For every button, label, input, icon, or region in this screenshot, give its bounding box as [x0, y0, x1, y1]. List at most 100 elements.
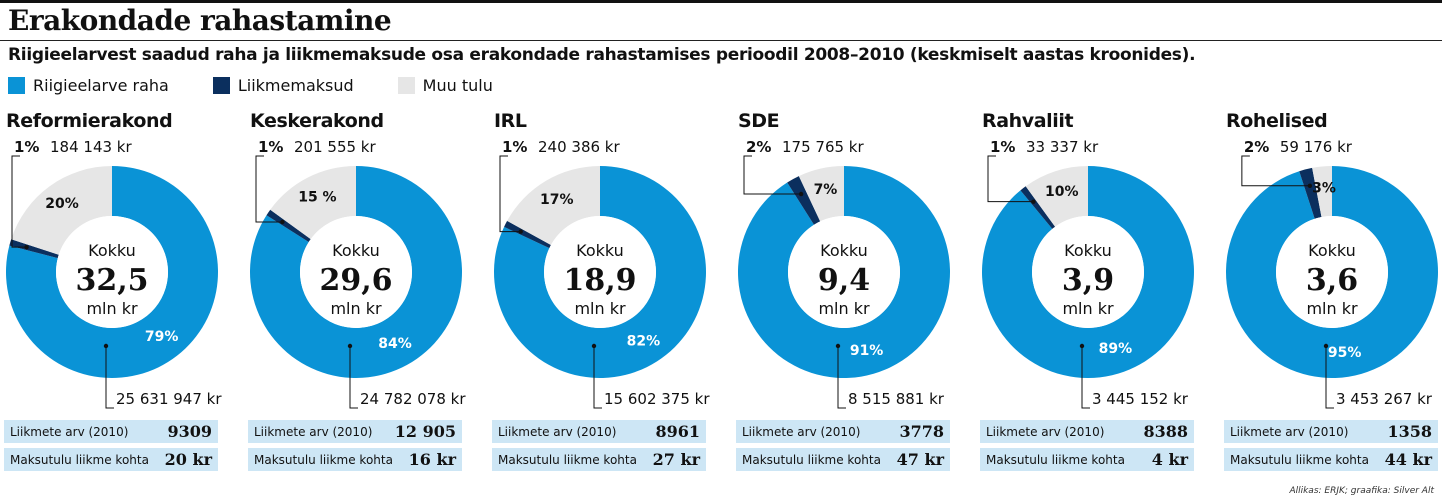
center-unit-label: mln kr [330, 299, 382, 318]
other-pct-label: 10% [1045, 184, 1079, 200]
members-pct-label: 1% [258, 138, 283, 156]
slice-state [738, 166, 950, 378]
other-pct-label: 17% [540, 192, 574, 208]
state-leader-dot [347, 343, 353, 349]
state-amount-label: 8 515 881 kr [848, 390, 945, 408]
members-amount-label: 201 555 kr [294, 138, 376, 156]
stat-row-member-count: Liikmete arv (2010) 1358 [1224, 420, 1438, 443]
legend-item-other: Muu tulu [397, 76, 493, 95]
state-pct-label: 79% [145, 329, 179, 345]
chart-title: Erakondade rahastamine [8, 4, 392, 37]
members-amount-label: 33 337 kr [1026, 138, 1099, 156]
stat-label-member-count: Liikmete arv (2010) [10, 424, 129, 439]
party-panel: SDE Kokku 9,4 mln kr 91% 7% 2% 175 765 kr 8 515 … [736, 108, 972, 478]
legend: Riigieelarve raha Liikmemaksud Muu tulu [8, 76, 537, 95]
members-leader-line [743, 155, 802, 195]
state-leader-line [349, 346, 358, 409]
party-panel: Rohelised Kokku 3,6 mln kr 95% 3% 2% 59 176 kr 3… [1224, 108, 1442, 478]
party-name: Keskerakond [250, 110, 384, 132]
legend-swatch-state [8, 77, 25, 94]
stat-label-member-count: Liikmete arv (2010) [986, 424, 1105, 439]
stats-table: Liikmete arv (2010) 8388 Maksutulu liikme … [980, 420, 1194, 476]
state-amount-label: 24 782 078 kr [360, 390, 466, 408]
members-leader-line [255, 155, 283, 223]
slice-state [494, 166, 706, 378]
stat-value-member-count: 8961 [655, 422, 700, 441]
center-total-value: 32,5 [75, 263, 148, 298]
members-leader-line [987, 155, 1034, 203]
members-leader-line [11, 155, 27, 248]
center-total-value: 9,4 [818, 263, 870, 298]
state-amount-label: 15 602 375 kr [604, 390, 710, 408]
center-kokku-label: Kokku [1308, 241, 1356, 260]
stat-row-member-count: Liikmete arv (2010) 8961 [492, 420, 706, 443]
stat-row-fee-per-member: Maksutulu liikme kohta 16 kr [248, 448, 462, 471]
title-rule [0, 40, 1442, 41]
stat-label-fee-per-member: Maksutulu liikme kohta [254, 452, 393, 467]
members-pct-label: 1% [990, 138, 1015, 156]
slice-other [1025, 166, 1088, 227]
slice-members [1020, 186, 1056, 229]
slice-state [6, 166, 219, 378]
top-rule [0, 0, 1442, 3]
stat-row-member-count: Liikmete arv (2010) 12 905 [248, 420, 462, 443]
center-kokku-label: Kokku [820, 241, 868, 260]
stat-value-fee-per-member: 27 kr [652, 450, 700, 469]
chart-subtitle: Riigieelarvest saadud raha ja liikmemaks… [8, 45, 1196, 65]
stats-table: Liikmete arv (2010) 9309 Maksutulu liikme … [4, 420, 218, 476]
slice-members [9, 239, 59, 259]
other-pct-label: 7% [814, 182, 838, 198]
stat-row-member-count: Liikmete arv (2010) 9309 [4, 420, 218, 443]
other-pct-label: 20% [45, 196, 79, 212]
state-leader-line [593, 346, 602, 409]
stat-value-member-count: 8388 [1143, 422, 1188, 441]
members-leader-dot [1031, 199, 1036, 204]
slice-other [11, 166, 112, 255]
stats-table: Liikmete arv (2010) 12 905 Maksutulu liikm… [248, 420, 462, 476]
party-panel: Rahvaliit Kokku 3,9 mln kr 89% 10% 1% 33 337 kr… [980, 108, 1216, 478]
center-unit-label: mln kr [86, 299, 138, 318]
stat-value-member-count: 9309 [167, 422, 212, 441]
legend-swatch-members [212, 77, 230, 94]
other-pct-label: 3% [1312, 180, 1336, 196]
members-amount-label: 184 143 kr [50, 138, 132, 156]
donut-hole [788, 216, 900, 328]
stat-row-fee-per-member: Maksutulu liikme kohta 47 kr [736, 448, 950, 471]
party-panel: Reformierakond Kokku 32,5 mln kr 79% 20% 1% 184… [4, 108, 240, 478]
slice-other [270, 166, 356, 240]
members-leader-line [1241, 155, 1310, 187]
donut-hole [544, 216, 656, 328]
center-total-value: 3,6 [1306, 263, 1358, 298]
slice-members [266, 209, 311, 242]
stat-label-fee-per-member: Maksutulu liikme kohta [742, 452, 881, 467]
center-unit-label: mln kr [1306, 299, 1358, 318]
donut-hole [300, 216, 412, 328]
stat-value-fee-per-member: 20 kr [164, 450, 212, 469]
members-leader-dot [518, 229, 523, 234]
state-pct-label: 95% [1328, 345, 1362, 361]
stat-row-fee-per-member: Maksutulu liikme kohta 44 kr [1224, 448, 1438, 471]
legend-label-state: Riigieelarve raha [33, 76, 169, 95]
stat-label-member-count: Liikmete arv (2010) [254, 424, 373, 439]
legend-item-members: Liikmemaksud [212, 76, 354, 95]
party-name: Rohelised [1226, 110, 1328, 132]
center-total-value: 3,9 [1062, 263, 1114, 298]
stat-label-fee-per-member: Maksutulu liikme kohta [10, 452, 149, 467]
stat-value-member-count: 1358 [1387, 422, 1432, 441]
center-kokku-label: Kokku [1064, 241, 1112, 260]
slice-other [507, 166, 600, 246]
stats-table: Liikmete arv (2010) 1358 Maksutulu liikme … [1224, 420, 1438, 476]
center-unit-label: mln kr [818, 299, 870, 318]
slice-members [1299, 167, 1322, 219]
members-leader-dot [798, 191, 804, 197]
stat-value-fee-per-member: 47 kr [896, 450, 944, 469]
center-unit-label: mln kr [1062, 299, 1114, 318]
members-amount-label: 59 176 kr [1280, 138, 1353, 156]
legend-item-state: Riigieelarve raha [8, 76, 169, 95]
stat-value-member-count: 3778 [899, 422, 944, 441]
state-amount-label: 3 445 152 kr [1092, 390, 1189, 408]
